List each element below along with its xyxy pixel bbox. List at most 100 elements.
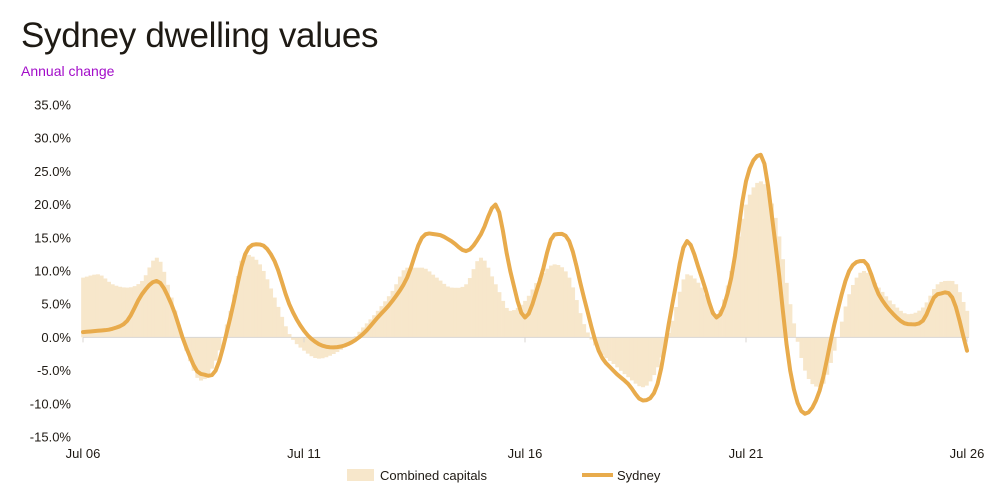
combined-capitals-bar [309, 337, 314, 357]
combined-capitals-bar [600, 337, 605, 355]
combined-capitals-bar [515, 307, 520, 338]
combined-capitals-bar [195, 337, 200, 378]
y-tick-label: -5.0% [37, 363, 71, 378]
combined-capitals-bar [552, 264, 557, 338]
combined-capitals-bar [965, 310, 970, 338]
combined-capitals-bar [699, 287, 704, 338]
combined-capitals-bar [199, 337, 204, 381]
combined-capitals-bar [604, 337, 609, 359]
combined-capitals-bar [239, 260, 244, 338]
y-tick-label: 0.0% [41, 330, 71, 345]
combined-capitals-bar [202, 337, 207, 380]
combined-capitals-bar [140, 280, 145, 338]
combined-capitals-bar [847, 294, 852, 338]
combined-capitals-bar [316, 337, 321, 359]
combined-capitals-bar [803, 337, 808, 371]
combined-capitals-bar [659, 337, 664, 358]
combined-capitals-bar [843, 306, 848, 338]
combined-capitals-bar [674, 307, 679, 338]
combined-capitals-bar [302, 337, 307, 351]
combined-capitals-bar [81, 277, 86, 338]
combined-capitals-bar [187, 337, 192, 362]
combined-capitals-bar [298, 337, 303, 348]
combined-capitals-bar [795, 337, 800, 342]
combined-capitals-bar [110, 284, 115, 338]
combined-capitals-bar [257, 264, 262, 338]
combined-capitals-bar [401, 270, 406, 338]
combined-capitals-bar [408, 267, 414, 338]
combined-capitals-bars [81, 181, 970, 388]
combined-capitals-bar [449, 287, 454, 338]
legend-label-combined-capitals: Combined capitals [380, 468, 487, 483]
combined-capitals-bar [501, 300, 506, 338]
combined-capitals-bar [431, 274, 436, 338]
combined-capitals-bar [482, 260, 487, 338]
x-tick-label: Jul 06 [66, 446, 101, 461]
combined-capitals-bar [932, 289, 937, 338]
combined-capitals-bar [876, 287, 881, 338]
combined-capitals-bar [629, 337, 635, 381]
combined-capitals-bar [519, 304, 524, 338]
combined-capitals-bar [420, 267, 425, 338]
combined-capitals-bar [769, 203, 774, 338]
combined-capitals-bar [744, 204, 749, 338]
combined-capitals-bar [733, 255, 738, 338]
combined-capitals-bar [648, 337, 653, 382]
combined-capitals-bar [924, 302, 929, 338]
combined-capitals-bar [526, 295, 531, 338]
combined-capitals-bar [939, 281, 944, 338]
combined-capitals-bar [84, 276, 89, 338]
combined-capitals-bar [618, 337, 623, 371]
combined-capitals-bar [589, 337, 594, 340]
y-tick-label: 35.0% [34, 98, 71, 113]
combined-capitals-bar [773, 217, 778, 338]
combined-capitals-bar [559, 267, 565, 338]
combined-capitals-bar [578, 313, 583, 338]
combined-capitals-bar [246, 254, 251, 338]
combined-capitals-bar [725, 285, 730, 338]
combined-capitals-bar [961, 301, 966, 338]
combined-capitals-bar [147, 267, 152, 338]
combined-capitals-bar [250, 256, 255, 338]
combined-capitals-bar [464, 284, 469, 338]
combined-capitals-bar [386, 296, 391, 338]
combined-capitals-bar [766, 191, 771, 338]
combined-capitals-bar [88, 275, 93, 338]
combined-capitals-bar [103, 278, 108, 338]
combined-capitals-bar [895, 307, 900, 338]
combined-capitals-bar [585, 332, 590, 338]
combined-capitals-bar [729, 271, 734, 338]
combined-capitals-bar [692, 278, 697, 338]
combined-capitals-bar [504, 307, 509, 338]
y-tick-label: 5.0% [41, 297, 71, 312]
combined-capitals-bar [946, 280, 951, 338]
combined-capitals-bar [821, 337, 826, 384]
y-axis: -15.0% -10.0% -5.0% 0.0% 5.0% 10.0% 15.0% 20.0%… [30, 98, 72, 445]
combined-capitals-bar [571, 287, 576, 338]
combined-capitals-bar [696, 282, 701, 338]
combined-capitals-bar [655, 337, 660, 368]
combined-capitals-bar [563, 271, 568, 338]
combined-capitals-bar [434, 277, 439, 338]
combined-capitals-bar [545, 268, 550, 338]
combined-capitals-bar [272, 297, 277, 338]
y-tick-label: 30.0% [34, 131, 71, 146]
combined-capitals-bar [792, 323, 797, 338]
combined-capitals-bar [493, 284, 498, 338]
y-tick-label: 25.0% [34, 164, 71, 179]
combined-capitals-bar [383, 301, 388, 338]
combined-capitals-bar [615, 337, 620, 368]
combined-capitals-bar [151, 260, 156, 338]
combined-capitals-bar [442, 283, 447, 338]
combined-capitals-bar [456, 287, 461, 338]
combined-capitals-bar [206, 337, 211, 375]
combined-capitals-bar [869, 277, 874, 338]
combined-capitals-bar [92, 274, 97, 338]
combined-capitals-bar [626, 337, 631, 378]
combined-capitals-bar [556, 265, 561, 338]
combined-capitals-bar [755, 182, 760, 338]
combined-capitals-bar [541, 273, 546, 338]
combined-capitals-bar [346, 337, 351, 345]
combined-capitals-bar [99, 275, 104, 338]
